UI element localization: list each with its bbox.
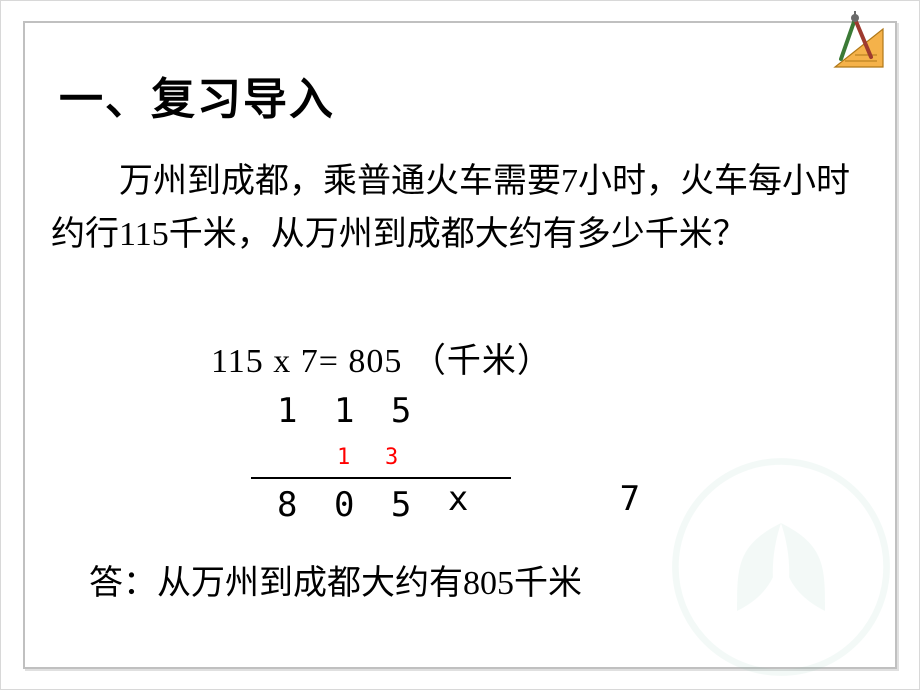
section-title: 一、复习导入 — [59, 63, 335, 127]
carry-digit-3: 3 — [385, 445, 398, 470]
carry-digit-1: 1 — [337, 445, 350, 470]
problem-body: 万州到成都，乘普通火车需要7小时，火车每小时约行115千米，从万州到成都大约有多… — [51, 163, 850, 253]
horizontal-equation: 115 x 7= 805 （千米） — [211, 333, 552, 382]
vc-multiplier: 7 — [620, 479, 648, 519]
vc-line — [251, 477, 511, 479]
vc-multiplicand: 1 1 5 — [277, 389, 648, 433]
answer-text: 答：从万州到成都大约有805千米 — [89, 555, 582, 604]
slide: 一、复习导入 万州到成都，乘普通火车需要7小时，火车每小时约行115千米，从万州… — [0, 0, 920, 690]
watermark-icon — [671, 457, 891, 677]
problem-text: 万州到成都，乘普通火车需要7小时，火车每小时约行115千米，从万州到成都大约有多… — [51, 156, 869, 261]
vc-multiply-sign: x — [448, 479, 476, 519]
vc-multiplier-row: x 7 — [277, 433, 648, 477]
math-tools-icon — [825, 9, 895, 79]
vertical-calculation: 1 1 5 x 7 8 0 5 1 3 — [277, 389, 648, 527]
